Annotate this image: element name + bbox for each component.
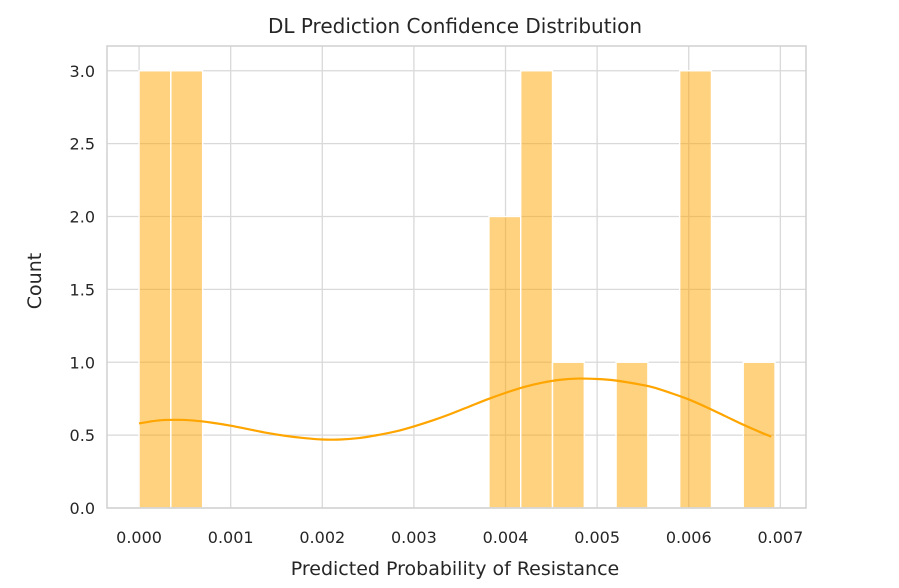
- x-tick-label: 0.004: [483, 528, 529, 547]
- x-tick-label: 0.007: [757, 528, 803, 547]
- x-tick-label: 0.006: [666, 528, 712, 547]
- x-tick-label: 0.005: [574, 528, 620, 547]
- y-tick-label: 1.5: [70, 280, 95, 299]
- x-tick-label: 0.000: [116, 528, 162, 547]
- x-tick-label: 0.003: [391, 528, 437, 547]
- y-axis-label: Count: [24, 253, 46, 309]
- kde-curve: [138, 377, 772, 441]
- histogram-bar: [551, 361, 585, 509]
- x-tick-label: 0.002: [299, 528, 345, 547]
- histogram-bar: [138, 70, 172, 509]
- y-tick-label: 2.5: [70, 135, 95, 154]
- y-tick-label: 1.0: [70, 353, 95, 372]
- x-tick-label: 0.001: [208, 528, 254, 547]
- y-tick-label: 0.0: [70, 499, 95, 518]
- chart-title: DL Prediction Confidence Distribution: [268, 14, 642, 38]
- histogram-bar: [520, 70, 554, 509]
- kde-layer: [138, 377, 772, 441]
- bars-layer: [138, 70, 776, 509]
- histogram-bar: [615, 361, 649, 509]
- tick-labels-layer: 0.000 0.001 0.002 0.003 0.004 0.005 0.006 0.007…: [70, 62, 804, 547]
- histogram-bar: [170, 70, 204, 509]
- y-tick-label: 3.0: [70, 62, 95, 81]
- axes-frame: [106, 45, 807, 509]
- histogram-bar: [488, 215, 522, 509]
- y-tick-label: 0.5: [70, 426, 95, 445]
- x-axis-label: Predicted Probability of Resistance: [291, 558, 619, 580]
- y-tick-label: 2.0: [70, 208, 95, 227]
- histogram-bar: [678, 70, 713, 509]
